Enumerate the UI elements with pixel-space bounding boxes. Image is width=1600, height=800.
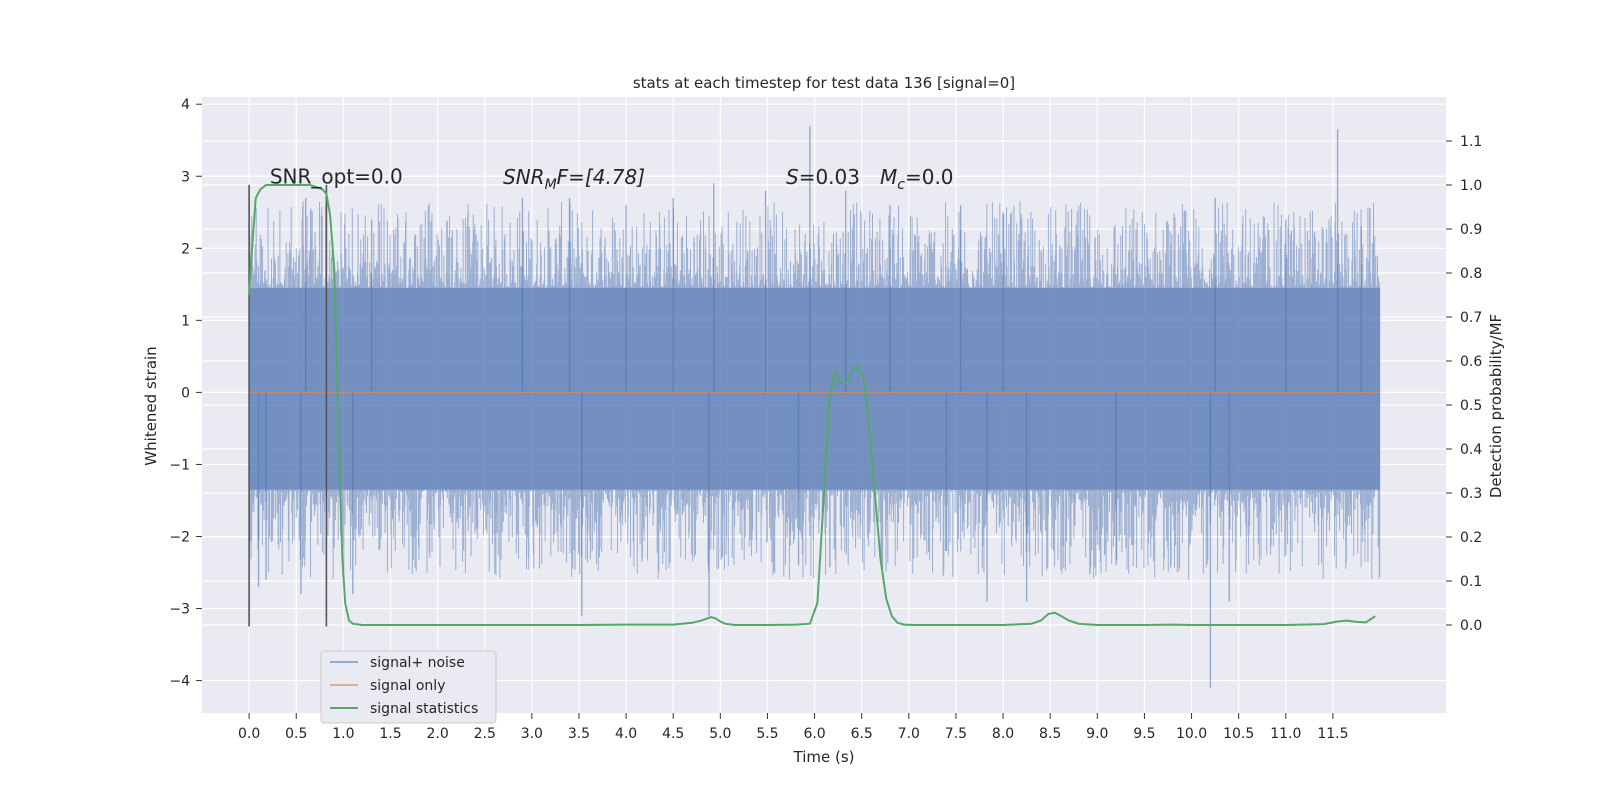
y2-tick-label: 1.1 [1460,134,1482,150]
x-tick-label: 1.5 [379,726,401,742]
x-tick-label: 0.5 [285,726,307,742]
noise-series [248,125,1381,688]
x-tick-label: 8.0 [992,726,1014,742]
annotation-snr-opt: SNR_opt=0.0 [270,164,403,188]
y2-tick-label: 0.4 [1460,442,1482,458]
x-tick-label: 4.5 [662,726,684,742]
y2-tick-label: 1.0 [1460,178,1482,194]
x-tick-labels: 0.0 0.5 1.0 1.5 2.0 2.5 3.0 3.5 4.0 4.5 5.0 5.5 6.0 6… [238,713,1348,742]
legend-label-stats: signal statistics [370,701,478,717]
x-tick-label: 11.0 [1270,726,1301,742]
x-tick-label: 10.5 [1223,726,1254,742]
y2-tick-label: 0.5 [1460,398,1482,414]
x-tick-label: 9.0 [1086,726,1108,742]
x-tick-label: 3.0 [521,726,543,742]
x-tick-label: 7.5 [945,726,967,742]
y2-tick-label: 0.1 [1460,574,1482,590]
x-tick-label: 2.0 [426,726,448,742]
x-tick-label: 7.0 [898,726,920,742]
y2-tick-label: 0.9 [1460,222,1482,238]
legend-label-noise: signal+ noise [370,655,465,671]
chart-title: stats at each timestep for test data 136… [633,74,1015,92]
x-tick-label: 8.5 [1039,726,1061,742]
window-markers [248,184,328,627]
y2-tick-label: 0.8 [1460,266,1482,282]
x-tick-label: 9.5 [1133,726,1155,742]
y-tick-label: 3 [181,169,190,185]
x-tick-label: 2.5 [474,726,496,742]
y-tick-label: −4 [169,674,190,690]
annotation-snr-mf: SNRMF=[4.78] [503,165,645,193]
y2-tick-labels: 1.1 1.0 0.9 0.8 0.7 0.6 0.5 0.4 0.3 0.2 0.1 0.0 [1446,134,1482,634]
y-tick-labels: 4 3 2 1 0 −1 −2 −3 −4 [169,97,202,690]
annotation-mc: Mc=0.0 [880,165,954,193]
annotation-s: S=0.03 [786,165,860,189]
x-tick-label: 5.0 [709,726,731,742]
y2-tick-label: 0.6 [1460,354,1482,370]
y-tick-label: −2 [169,529,190,545]
y-tick-label: −3 [169,602,190,618]
x-tick-label: 4.0 [615,726,637,742]
stats-series [248,184,1376,626]
x-tick-label: 3.5 [568,726,590,742]
y-tick-label: 1 [181,313,190,329]
x-axis-label: Time (s) [793,748,855,766]
y2-tick-label: 0.2 [1460,530,1482,546]
y-tick-label: 0 [181,385,190,401]
x-tick-label: 1.0 [332,726,354,742]
legend: signal+ noise signal only signal statist… [320,650,497,724]
x-tick-label: 0.0 [238,726,260,742]
y2-tick-label: 0.3 [1460,486,1482,502]
y-tick-label: 4 [181,97,190,113]
legend-box [320,650,497,724]
y2-tick-label: 0.7 [1460,310,1482,326]
y2-tick-label: 0.0 [1460,618,1482,634]
y-axis-label: Whitened strain [142,346,160,465]
legend-label-signal: signal only [370,678,445,694]
y-tick-label: 2 [181,241,190,257]
stats-line [248,184,1376,626]
x-tick-label: 6.5 [851,726,873,742]
x-tick-label: 6.0 [803,726,825,742]
x-tick-label: 5.5 [756,726,778,742]
y-tick-label: −1 [169,457,190,473]
y2-axis-label: Detection probability/MF [1487,314,1505,498]
x-tick-label: 11.5 [1317,726,1348,742]
x-tick-label: 10.0 [1176,726,1207,742]
